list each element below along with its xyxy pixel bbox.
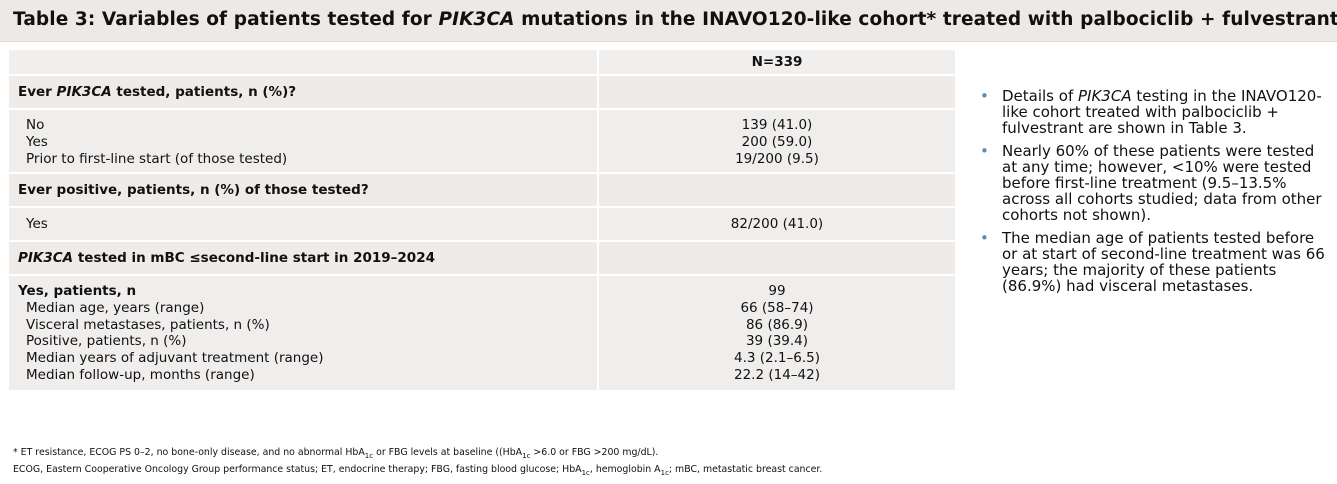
footnote-line-2: ECOG, Eastern Cooperative Oncology Group… <box>13 463 823 477</box>
row-label: Positive, patients, n (%) <box>26 333 187 350</box>
row-value: 22.2 (14–42) <box>734 366 820 383</box>
section-body-ever-positive: Yes 82/200 (41.0) <box>9 208 955 240</box>
bullet-dot-icon: • <box>980 228 989 247</box>
section-label-ever-tested: Ever PIK3CA tested, patients, n (%)? <box>18 84 297 100</box>
bullet-item: • Nearly 60% of these patients were teste… <box>980 141 1322 225</box>
column-header: N=339 <box>751 54 803 70</box>
variables-table: N=339 Ever PIK3CA tested, patients, n (%… <box>9 50 955 390</box>
row-value: 19/200 (9.5) <box>735 150 819 167</box>
row-label: Median age, years (range) <box>26 299 205 316</box>
row-label: Median follow-up, months (range) <box>26 366 255 383</box>
bullet-item: • Details of PIK3CA testing in the INAVO1… <box>980 87 1322 138</box>
page-title: Table 3: Variables of patients tested fo… <box>13 9 1337 30</box>
row-value: 66 (58–74) <box>740 299 814 316</box>
row-label: Yes <box>26 216 48 232</box>
row-label: Yes, patients, n <box>18 283 137 299</box>
row-label: Median years of adjuvant treatment (rang… <box>26 350 324 367</box>
bullet-dot-icon: • <box>980 141 989 160</box>
section-header-row: Ever positive, patients, n (%) of those … <box>9 174 955 206</box>
section-label-ever-positive: Ever positive, patients, n (%) of those … <box>18 182 369 198</box>
header-empty-cell <box>9 50 597 74</box>
row-value: 86 (86.9) <box>745 316 809 333</box>
title-gene: PIK3CA <box>438 9 515 30</box>
title-bar: Table 3: Variables of patients tested fo… <box>0 0 1337 42</box>
row-label: Visceral metastases, patients, n (%) <box>26 316 270 333</box>
summary-bullets: • Details of PIK3CA testing in the INAVO1… <box>975 88 1325 300</box>
footnote-line-1: * ET resistance, ECOG PS 0–2, no bone-on… <box>13 447 659 460</box>
title-prefix: Table 3: Variables of patients tested fo… <box>13 9 439 30</box>
section-label-tested-in-mbc: PIK3CA tested in mBC ≤second-line start … <box>18 250 435 266</box>
section-body-ever-tested: No Yes Prior to first-line start (of tho… <box>9 110 955 172</box>
header-n-cell: N=339 <box>599 50 955 74</box>
row-label: No <box>26 117 45 133</box>
section-header-row: PIK3CA tested in mBC ≤second-line start … <box>9 242 955 274</box>
row-value: 200 (59.0) <box>741 133 813 150</box>
row-value: 99 <box>768 283 786 299</box>
section-header-row: Ever PIK3CA tested, patients, n (%)? <box>9 76 955 108</box>
row-value: 4.3 (2.1–6.5) <box>734 350 820 367</box>
row-label: Prior to first-line start (of those test… <box>26 150 288 167</box>
row-value: 39 (39.4) <box>745 333 809 350</box>
bullet-item: • The median age of patients tested befor… <box>980 228 1325 296</box>
section-body-tested-in-mbc: Yes, patients, n Median age, years (rang… <box>9 276 955 390</box>
row-value: 82/200 (41.0) <box>730 216 824 232</box>
table-header-row: N=339 <box>9 50 955 74</box>
bullet-dot-icon: • <box>980 87 989 105</box>
row-label: Yes <box>26 133 48 150</box>
title-suffix: mutations in the INAVO120-like cohort* t… <box>514 9 1337 30</box>
row-value: 139 (41.0) <box>741 117 813 133</box>
footnotes: * ET resistance, ECOG PS 0–2, no bone-on… <box>13 446 1323 480</box>
